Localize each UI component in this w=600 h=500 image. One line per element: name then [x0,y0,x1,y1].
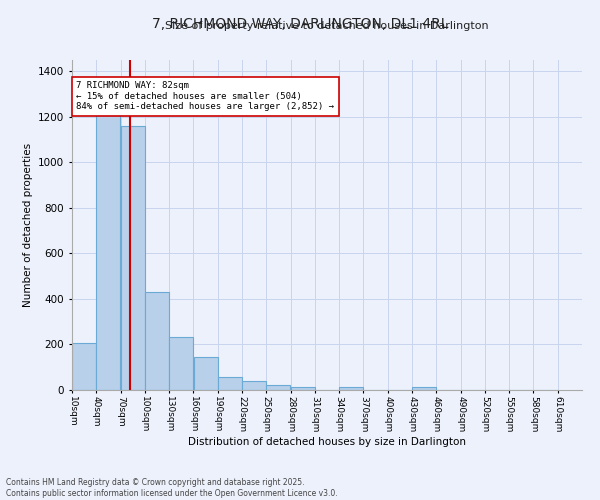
Y-axis label: Number of detached properties: Number of detached properties [23,143,32,307]
Bar [72,343,96,390]
Bar [340,388,363,390]
Text: 7, RICHMOND WAY, DARLINGTON, DL1 4RL: 7, RICHMOND WAY, DARLINGTON, DL1 4RL [152,18,448,32]
Bar [97,85,121,390]
Bar [121,126,145,390]
Bar [169,336,193,390]
Text: Contains HM Land Registry data © Crown copyright and database right 2025.
Contai: Contains HM Land Registry data © Crown c… [6,478,338,498]
Title: Size of property relative to detached houses in Darlington: Size of property relative to detached ho… [165,22,489,32]
X-axis label: Distribution of detached houses by size in Darlington: Distribution of detached houses by size … [188,438,466,448]
Bar [194,358,218,390]
Bar [291,388,314,390]
Bar [412,388,436,390]
Bar [145,292,169,390]
Bar [242,381,266,390]
Text: 7 RICHMOND WAY: 82sqm
← 15% of detached houses are smaller (504)
84% of semi-det: 7 RICHMOND WAY: 82sqm ← 15% of detached … [76,82,334,112]
Bar [266,385,290,390]
Bar [218,377,242,390]
